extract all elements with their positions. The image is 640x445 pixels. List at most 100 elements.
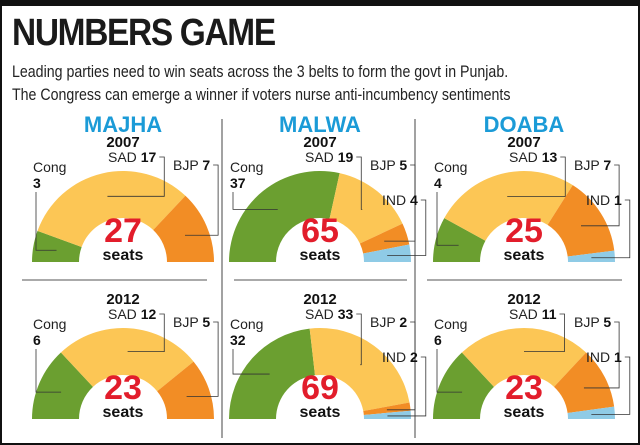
label-value: 5 bbox=[202, 314, 210, 330]
label-party: Cong bbox=[434, 159, 467, 175]
arc-bjp bbox=[157, 361, 214, 419]
label-party-name: SAD bbox=[509, 306, 542, 322]
arc-cong bbox=[32, 352, 93, 419]
label-party: Cong bbox=[33, 316, 66, 332]
label-value: 7 bbox=[202, 157, 210, 173]
label-party: BJP 5 bbox=[370, 157, 407, 173]
label-party: Cong bbox=[434, 316, 467, 332]
year-label: 2012 bbox=[507, 291, 540, 308]
arc-ind bbox=[567, 250, 615, 262]
label-party: BJP 7 bbox=[173, 157, 210, 173]
year-label: 2012 bbox=[106, 291, 139, 308]
leader-line bbox=[591, 356, 631, 415]
arc-bjp bbox=[363, 402, 411, 415]
label-party: IND 1 bbox=[586, 349, 622, 365]
label-party-name: IND bbox=[382, 349, 410, 365]
label-value: 37 bbox=[230, 175, 246, 191]
arc-bjp bbox=[153, 195, 214, 262]
total-seats: 27 bbox=[104, 212, 142, 250]
leader-line bbox=[186, 321, 219, 397]
label-party-name: SAD bbox=[305, 306, 338, 322]
total-seats: 65 bbox=[301, 212, 339, 250]
arc-cong bbox=[229, 171, 340, 262]
page-title: NUMBERS GAME bbox=[12, 12, 276, 54]
arc-bjp bbox=[359, 223, 410, 254]
label-value: 17 bbox=[141, 149, 157, 165]
label-party: IND 1 bbox=[586, 192, 622, 208]
label-party-name: SAD bbox=[108, 149, 141, 165]
seats-unit: seats bbox=[300, 247, 341, 264]
arc-bjp bbox=[547, 185, 615, 257]
leader-line bbox=[524, 313, 565, 352]
label-party-name: SAD bbox=[305, 149, 338, 165]
label-party-name: SAD bbox=[509, 149, 542, 165]
total-seats: 25 bbox=[505, 212, 543, 250]
label-party: Cong bbox=[230, 316, 263, 332]
leader-line bbox=[356, 156, 363, 210]
leader-line bbox=[507, 156, 566, 198]
region-title-doaba: DOABA bbox=[484, 112, 565, 137]
label-party: SAD 33 bbox=[305, 306, 353, 322]
arc-ind bbox=[567, 406, 615, 419]
label-value: 32 bbox=[230, 332, 246, 348]
label-value: 12 bbox=[141, 306, 157, 322]
region-title-majha: MAJHA bbox=[84, 112, 162, 137]
arc-cong bbox=[433, 352, 494, 419]
leader-line bbox=[387, 199, 427, 256]
label-party: SAD 13 bbox=[509, 149, 557, 165]
leader-line bbox=[184, 164, 219, 236]
leader-line bbox=[107, 156, 165, 197]
total-seats: 69 bbox=[301, 369, 339, 407]
label-party: BJP 5 bbox=[173, 314, 210, 330]
label-value: 33 bbox=[338, 306, 354, 322]
arc-ind bbox=[363, 244, 411, 262]
arc-sad bbox=[37, 170, 186, 247]
label-value: 11 bbox=[542, 306, 557, 322]
label-value: 4 bbox=[434, 175, 442, 191]
label-value: 7 bbox=[603, 157, 611, 173]
year-label: 2007 bbox=[303, 134, 336, 151]
subtitle-line-2: The Congress can emerge a winner if vote… bbox=[12, 86, 511, 104]
label-value: 2 bbox=[399, 314, 407, 330]
label-party: BJP 7 bbox=[574, 157, 611, 173]
label-value: 1 bbox=[614, 349, 622, 365]
leader-line bbox=[232, 349, 270, 375]
leader-line bbox=[580, 164, 620, 227]
leader-line bbox=[386, 321, 416, 411]
label-party: SAD 19 bbox=[305, 149, 353, 165]
year-label: 2012 bbox=[303, 291, 336, 308]
leader-line bbox=[387, 356, 427, 417]
arc-cong bbox=[229, 328, 316, 419]
label-party-name: BJP bbox=[370, 314, 399, 330]
arc-bjp bbox=[554, 352, 615, 414]
leader-line bbox=[35, 349, 62, 393]
label-party: SAD 11 bbox=[509, 306, 557, 322]
leader-line bbox=[127, 313, 165, 353]
arc-cong bbox=[433, 218, 486, 262]
arc-sad bbox=[60, 328, 194, 392]
arc-sad bbox=[309, 328, 410, 412]
label-value: 13 bbox=[542, 149, 558, 165]
label-party: Cong bbox=[33, 159, 66, 175]
arc-sad bbox=[329, 173, 403, 244]
arc-sad bbox=[444, 170, 573, 241]
label-party: SAD 12 bbox=[108, 306, 156, 322]
year-label: 2007 bbox=[106, 134, 139, 151]
leader-line bbox=[35, 192, 57, 251]
region-title-malwa: MALWA bbox=[279, 112, 361, 137]
leader-line bbox=[384, 164, 416, 242]
leader-line bbox=[436, 349, 463, 393]
arc-sad bbox=[461, 328, 587, 387]
label-value: 19 bbox=[338, 149, 354, 165]
label-value: 5 bbox=[603, 314, 611, 330]
label-party: IND 4 bbox=[382, 192, 418, 208]
label-value: 5 bbox=[399, 157, 407, 173]
seats-unit: seats bbox=[504, 247, 545, 264]
seats-unit: seats bbox=[504, 404, 545, 421]
seats-unit: seats bbox=[103, 404, 144, 421]
label-party-name: IND bbox=[382, 192, 410, 208]
label-party: IND 2 bbox=[382, 349, 418, 365]
leader-line bbox=[232, 192, 278, 210]
